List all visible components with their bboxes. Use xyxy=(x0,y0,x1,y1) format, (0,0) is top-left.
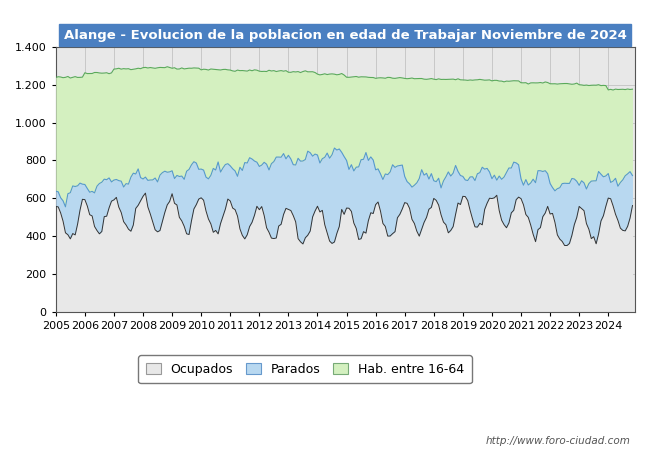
Title: Alange - Evolucion de la poblacion en edad de Trabajar Noviembre de 2024: Alange - Evolucion de la poblacion en ed… xyxy=(64,28,627,41)
Legend: Ocupados, Parados, Hab. entre 16-64: Ocupados, Parados, Hab. entre 16-64 xyxy=(138,355,471,383)
Text: http://www.foro-ciudad.com: http://www.foro-ciudad.com xyxy=(486,436,630,446)
